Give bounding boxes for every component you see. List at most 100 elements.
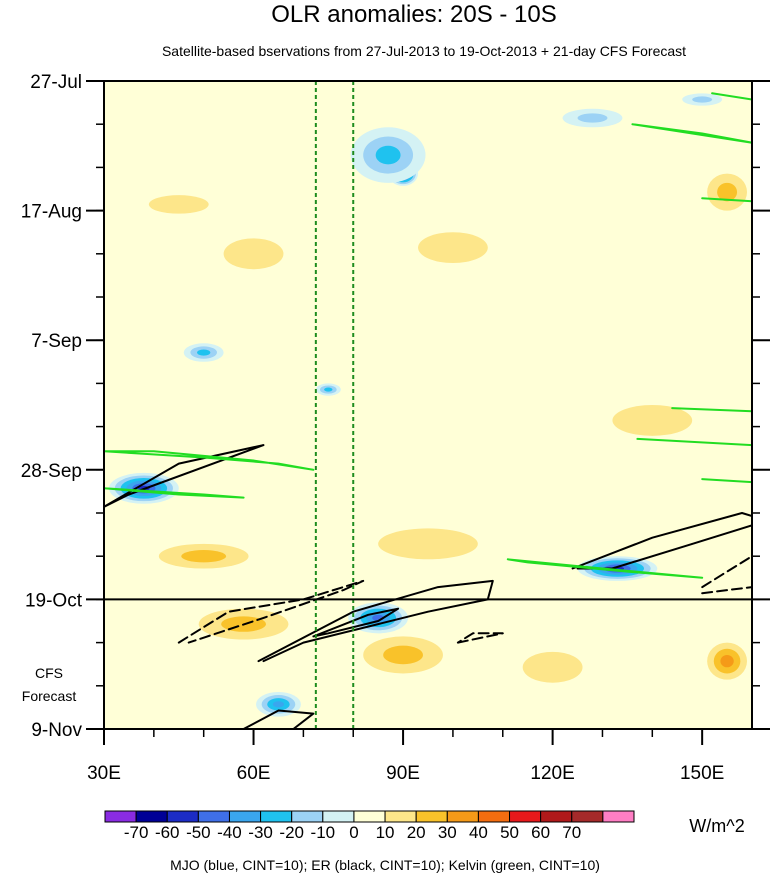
olr-anomaly-field xyxy=(104,81,752,729)
er-contour xyxy=(312,607,400,638)
colorbar-tick-label: -10 xyxy=(311,823,336,842)
x-tick-label: 60E xyxy=(237,763,271,784)
er-contour xyxy=(701,586,752,595)
y-tick-label: 9-Nov xyxy=(31,720,82,741)
er-contour xyxy=(571,512,752,570)
colorbar-tick-label: 30 xyxy=(438,823,457,842)
anomaly-feature xyxy=(577,556,658,581)
plot-axes: 27-Jul 17-Aug 7-Sep 28-Sep 19-Oct 9-Nov 30E 60E… xyxy=(21,72,770,784)
anomaly-contour xyxy=(378,528,478,560)
anomaly-feature xyxy=(256,691,301,717)
kelvin-contour xyxy=(711,92,752,101)
kelvin-contour xyxy=(701,197,752,203)
colorbar-swatch xyxy=(602,810,635,823)
colorbar-tick-label: -60 xyxy=(155,823,180,842)
colorbar-swatch xyxy=(166,810,199,823)
forecast-label-line2: Forecast xyxy=(22,688,77,704)
x-tick-label: 120E xyxy=(530,763,574,784)
colorbar-swatch xyxy=(197,810,230,823)
colorbar-tick-label: 10 xyxy=(376,823,395,842)
kelvin-contour xyxy=(671,407,752,413)
anomaly-feature xyxy=(612,405,693,436)
anomaly-contour xyxy=(692,96,713,103)
colorbar-swatch xyxy=(104,810,137,823)
colorbar-tick-label: 60 xyxy=(531,823,550,842)
kelvin-contour xyxy=(506,558,704,579)
colorbar-swatch xyxy=(571,810,604,823)
colorbar-tick-label: -50 xyxy=(186,823,211,842)
kelvin-contour xyxy=(104,450,315,471)
colorbar-swatch xyxy=(509,810,542,823)
colorbar-tick-label: 20 xyxy=(407,823,426,842)
colorbar-tick-label: -20 xyxy=(279,823,304,842)
colorbar-tick-label: 70 xyxy=(562,823,581,842)
colorbar-swatch xyxy=(446,810,479,823)
anomaly-feature xyxy=(682,93,723,106)
anomaly-feature xyxy=(183,343,224,362)
anomaly-feature xyxy=(158,543,249,569)
anomaly-contour xyxy=(181,550,227,563)
anomaly-contour xyxy=(197,349,211,356)
colorbar-unit: W/m^2 xyxy=(689,816,744,836)
anomaly-contour xyxy=(577,113,608,123)
anomaly-contour xyxy=(612,405,693,436)
colorbar-swatch xyxy=(353,810,386,823)
reference-lines xyxy=(104,81,752,729)
colorbar-tick-label: 0 xyxy=(349,823,358,842)
anomaly-contour xyxy=(324,387,333,392)
er-contour xyxy=(701,555,752,589)
colorbar-swatch xyxy=(291,810,324,823)
y-tick-label: 28-Sep xyxy=(21,461,82,482)
er-contour xyxy=(177,579,365,644)
kelvin-contour xyxy=(636,437,752,447)
chart-subtitle: Satellite-based bservations from 27-Jul-… xyxy=(162,43,686,59)
colorbar-swatch xyxy=(415,810,448,823)
er-contour xyxy=(104,444,265,508)
colorbar-tick-label: 50 xyxy=(500,823,519,842)
er-contour xyxy=(456,632,504,644)
y-tick-label: 19-Oct xyxy=(25,590,83,611)
kelvin-contour xyxy=(701,478,752,484)
forecast-label-line1: CFS xyxy=(35,665,63,681)
anomaly-feature xyxy=(315,383,341,396)
anomaly-feature xyxy=(707,173,748,211)
anomaly-contour xyxy=(720,654,734,668)
anomaly-feature xyxy=(148,195,209,214)
anomaly-contour xyxy=(375,145,401,165)
legend-note: MJO (blue, CINT=10); ER (black, CINT=10)… xyxy=(170,857,600,873)
anomaly-contour xyxy=(522,651,583,683)
y-tick-label: 27-Jul xyxy=(30,72,82,93)
plot-frame xyxy=(103,80,753,730)
anomaly-feature xyxy=(350,127,426,183)
er-contour xyxy=(242,709,315,729)
anomaly-contour xyxy=(383,645,424,665)
anomaly-feature xyxy=(562,108,623,128)
anomaly-feature xyxy=(522,651,583,683)
anomaly-feature xyxy=(223,238,284,270)
anomaly-contour xyxy=(148,195,209,214)
anomaly-contour xyxy=(717,182,738,202)
kelvin-contour xyxy=(631,123,752,144)
anomaly-contour xyxy=(223,238,284,270)
y-tick-label: 7-Sep xyxy=(31,331,82,352)
field-background xyxy=(104,81,752,729)
colorbar-swatch xyxy=(135,810,168,823)
colorbar-tick-label: -30 xyxy=(248,823,273,842)
colorbar-swatch xyxy=(477,810,511,823)
colorbar-tick-label: 40 xyxy=(469,823,488,842)
anomaly-feature xyxy=(363,636,443,674)
kelvin-contour xyxy=(104,487,245,499)
colorbar-swatch xyxy=(384,810,417,823)
x-tick-label: 30E xyxy=(87,763,121,784)
colorbar-swatch xyxy=(228,810,262,823)
chart-title: OLR anomalies: 20S - 10S xyxy=(271,1,556,28)
anomaly-feature xyxy=(707,642,748,680)
wave-contours xyxy=(104,92,752,729)
colorbar: -70 -60 -50 -40 -30 -20 -10 0 10 20 30 40 50 60 70 xyxy=(104,810,635,842)
y-tick-label: 17-Aug xyxy=(21,202,82,223)
x-tick-label: 150E xyxy=(680,763,724,784)
colorbar-swatch xyxy=(260,810,293,823)
colorbar-swatch xyxy=(322,810,355,823)
anomaly-feature xyxy=(378,528,478,560)
